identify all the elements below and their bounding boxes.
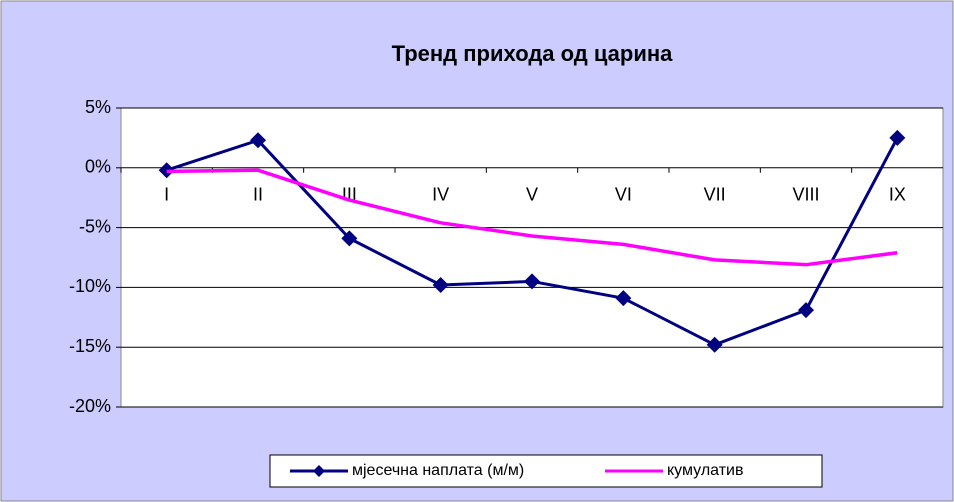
plot-area <box>120 107 944 408</box>
data-marker <box>615 290 632 307</box>
x-tick-label: II <box>253 185 263 205</box>
y-tick-label: -10% <box>69 276 111 296</box>
data-marker <box>706 336 723 353</box>
data-marker <box>341 230 358 247</box>
y-tick-label: 5% <box>85 97 111 117</box>
series-line <box>166 168 898 267</box>
legend-label: мјесечна наплата (м/м) <box>352 462 524 479</box>
chart-title: Тренд прихода од царина <box>392 41 674 66</box>
data-marker <box>432 277 449 294</box>
legend-marker <box>313 465 325 477</box>
y-tick-label: -5% <box>79 216 111 236</box>
y-tick-label: 0% <box>85 157 111 177</box>
data-marker <box>524 273 540 290</box>
y-tick-label: -20% <box>69 396 111 416</box>
x-tick-label: V <box>526 185 538 205</box>
x-tick-label: IV <box>432 185 449 205</box>
data-marker <box>798 302 814 319</box>
legend <box>269 454 823 488</box>
data-marker <box>889 129 906 146</box>
data-marker <box>250 132 266 149</box>
y-tick-label: -15% <box>69 336 111 356</box>
x-tick-label: IX <box>889 185 906 205</box>
legend-label: кумулатив <box>667 462 743 479</box>
x-tick-label: VII <box>704 185 726 205</box>
x-tick-label: VI <box>615 185 632 205</box>
x-tick-label: I <box>164 185 169 205</box>
x-tick-label: VIII <box>792 185 819 205</box>
